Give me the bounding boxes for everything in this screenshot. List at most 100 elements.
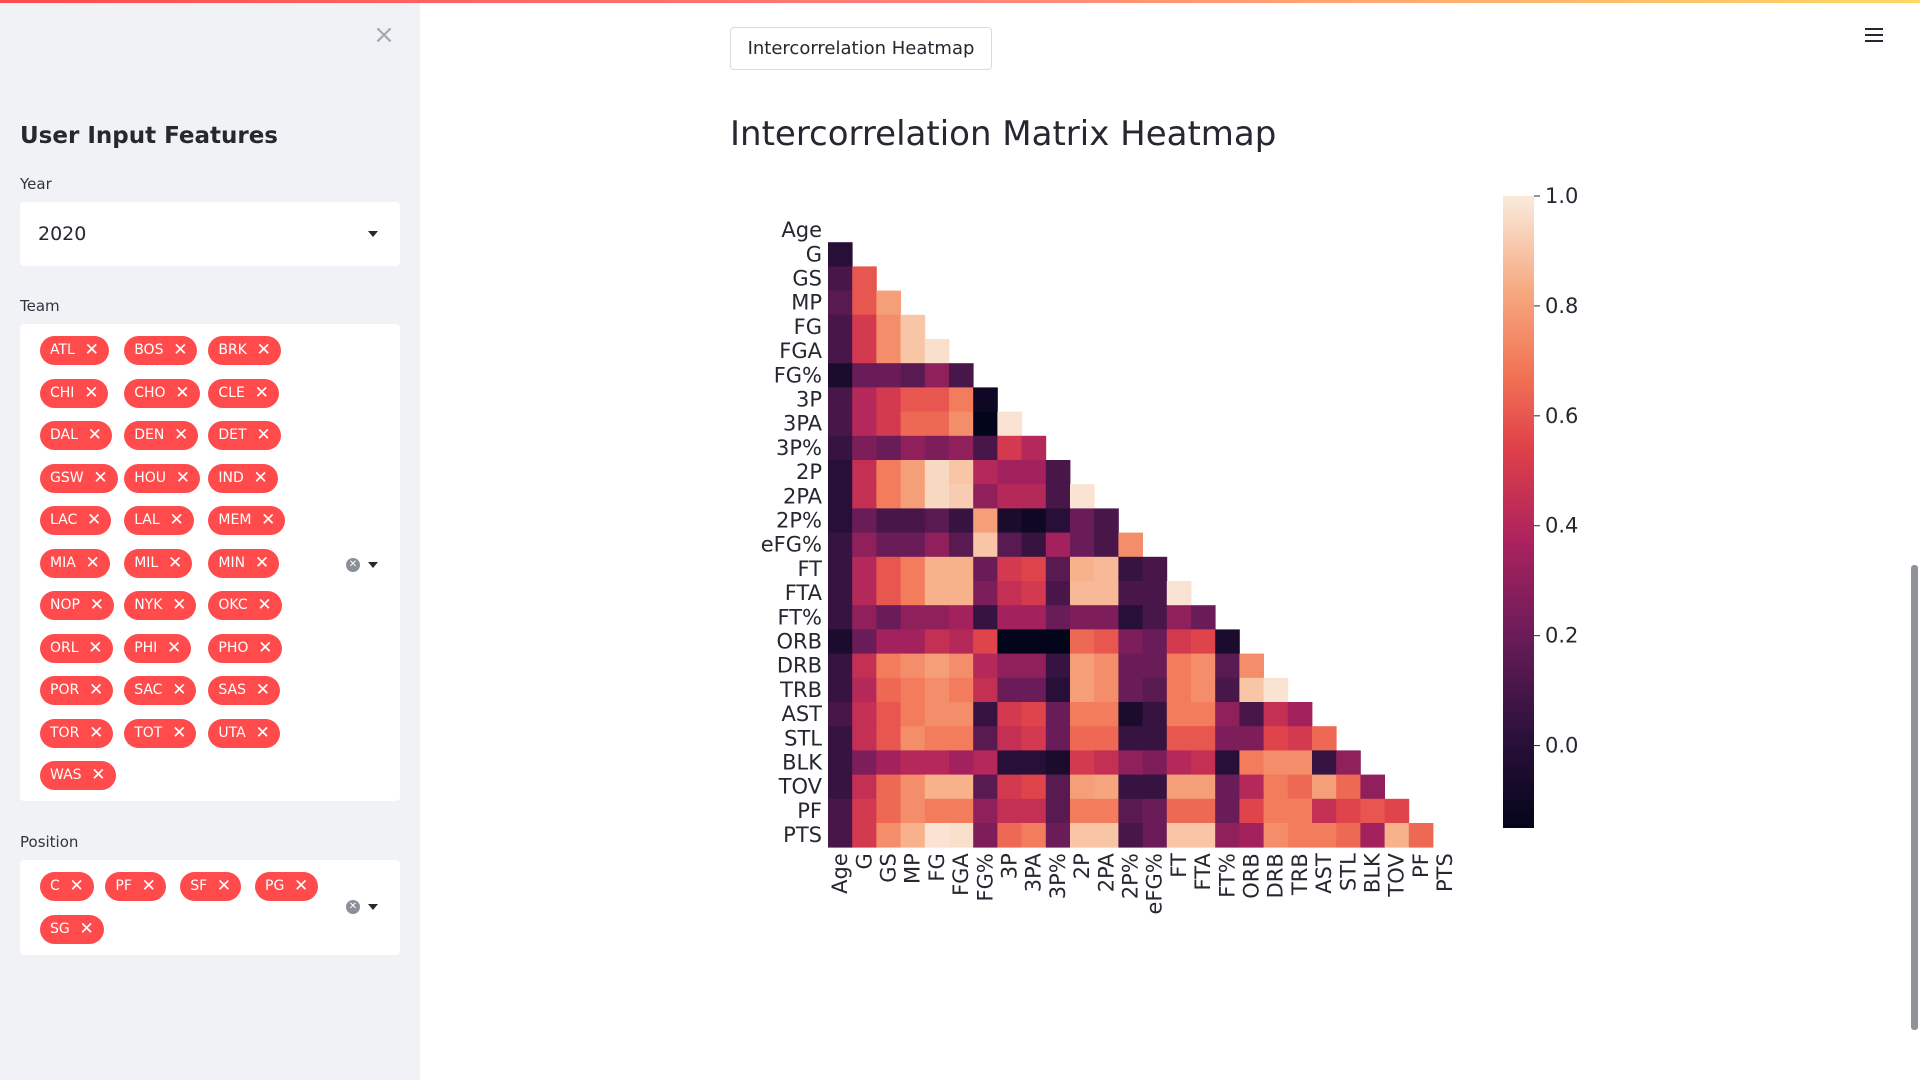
x-icon[interactable]: ✕ [172,722,187,743]
heatmap-cell [1021,677,1047,703]
year-value: 2020 [38,223,87,245]
heatmap-cell [900,774,926,800]
heatmap-cell [852,411,877,437]
x-icon[interactable]: ✕ [256,425,271,445]
heatmap-cell [900,532,926,558]
heatmap-cell [876,508,901,533]
clear-all-icon[interactable]: ✕ [346,900,360,914]
x-icon[interactable]: ✕ [172,595,187,615]
x-icon[interactable]: ✕ [91,765,106,785]
x-icon[interactable]: ✕ [255,722,270,743]
heatmap-cell [973,798,998,824]
x-icon[interactable]: ✕ [174,425,189,445]
x-icon[interactable]: ✕ [173,340,188,360]
heatmap-cell [900,435,926,461]
x-icon[interactable]: ✕ [84,340,99,360]
x-icon[interactable]: ✕ [87,425,102,445]
tag-min: MIN ✕ [208,548,280,578]
x-tick-label: ORB [1240,853,1264,899]
heatmap-cell [852,435,877,461]
x-icon[interactable]: ✕ [253,467,268,488]
x-icon[interactable]: ✕ [93,467,108,488]
x-icon[interactable]: ✕ [256,340,271,360]
x-icon[interactable]: ✕ [175,382,190,403]
x-icon[interactable]: ✕ [167,552,183,573]
heatmap-cell [1142,653,1168,679]
tag-nyk: NYK ✕ [124,591,197,620]
heatmap-cell [1045,823,1071,848]
heatmap-cell [1263,726,1289,751]
x-icon[interactable]: ✕ [254,382,269,403]
heatmap-cell [876,556,901,582]
x-icon[interactable]: ✕ [258,637,273,658]
heatmap-cell [1045,726,1071,751]
x-icon[interactable]: ✕ [86,510,102,530]
intercorrelation-heatmap-button[interactable]: Intercorrelation Heatmap [730,27,992,70]
heatmap-cell [973,460,998,485]
x-icon[interactable]: ✕ [85,552,100,573]
heatmap-cell [973,508,998,533]
chevron-down-icon[interactable] [368,562,378,568]
scrollbar[interactable] [1911,565,1918,1030]
heatmap-cell [1021,508,1047,533]
heatmap-cell [1166,750,1192,775]
x-icon[interactable]: ✕ [175,467,190,488]
tag-nop: NOP ✕ [40,591,114,620]
heatmap-cell [1094,774,1119,800]
close-icon[interactable]: × [373,20,395,50]
x-icon[interactable]: ✕ [88,680,104,700]
heatmap-cell [900,677,926,703]
heatmap-cell [1118,629,1143,654]
heatmap-cell [1118,823,1143,848]
x-icon[interactable]: ✕ [79,918,94,939]
heatmap-cell [924,823,950,848]
heatmap-cell [949,484,974,509]
heatmap-cell [876,750,901,775]
x-tick-label: BLK [1361,852,1385,893]
x-icon[interactable]: ✕ [257,595,272,615]
heatmap-cell [852,266,877,291]
x-icon[interactable]: ✕ [216,876,232,896]
tag-label: ATL [50,342,75,358]
y-tick-label: 3PA [783,412,823,436]
heatmap-cell [852,726,877,751]
y-tick-label: eFG% [761,533,822,557]
x-icon[interactable]: ✕ [255,680,271,700]
x-icon[interactable]: ✕ [69,876,84,896]
x-icon[interactable]: ✕ [88,637,103,658]
heatmap-cell [1336,750,1361,775]
tag-label: NOP [50,597,80,613]
heatmap-cell [828,726,853,751]
team-multiselect[interactable]: ATL ✕ BOS ✕ BRK ✕ CHI ✕ CHO ✕ CLE ✕ DAL ✕ DEN ✕ DET ✕ GSW ✕… [20,324,400,801]
tag-mem: MEM ✕ [208,506,286,535]
x-icon[interactable]: ✕ [261,510,276,530]
heatmap-cell [1336,823,1361,848]
x-icon[interactable]: ✕ [254,552,270,573]
chevron-down-icon[interactable] [368,231,378,237]
x-icon[interactable]: ✕ [84,382,99,403]
x-icon[interactable]: ✕ [172,680,187,700]
x-icon[interactable]: ✕ [167,637,182,658]
heatmap-cell [900,750,926,775]
heatmap-cell [1021,581,1047,606]
clear-all-icon[interactable]: ✕ [346,558,360,572]
heatmap-cell [1191,629,1216,654]
x-tick-label: PF [1409,853,1433,878]
tag-label: WAS [50,767,82,783]
x-icon[interactable]: ✕ [141,876,156,896]
heatmap-cell [1263,798,1289,824]
x-icon[interactable]: ✕ [89,722,104,743]
heatmap-cell [1312,798,1337,824]
heatmap-cell [852,363,877,388]
heatmap-cell [1021,726,1047,751]
heatmap-cell [1070,653,1095,679]
x-icon[interactable]: ✕ [89,595,104,615]
hamburger-menu-icon[interactable] [1862,24,1886,48]
chevron-down-icon[interactable] [368,904,378,910]
year-select[interactable]: 2020 [20,202,400,266]
y-tick-label: PTS [783,823,822,847]
position-multiselect[interactable]: C ✕ PF ✕ SF ✕ PG ✕ SG ✕ ✕ [20,860,400,955]
x-icon[interactable]: ✕ [294,876,309,896]
heatmap-cell [852,387,877,412]
x-icon[interactable]: ✕ [169,510,184,530]
